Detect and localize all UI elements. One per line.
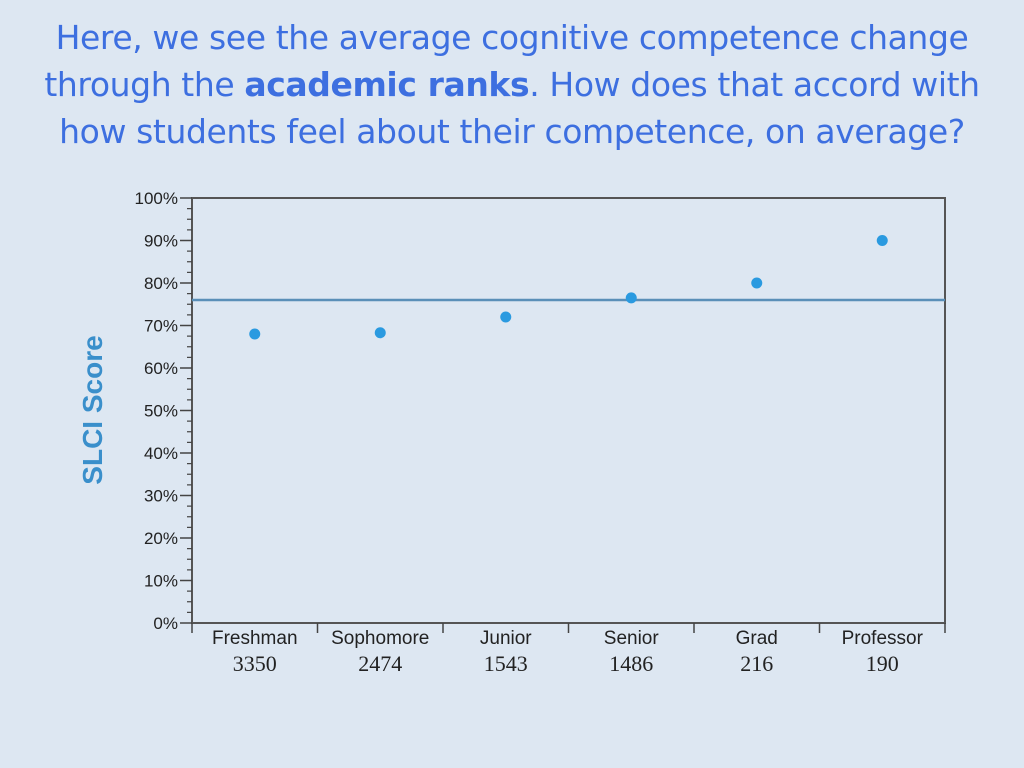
x-category-label: Sophomore	[331, 628, 429, 649]
x-category-count: 216	[740, 651, 773, 676]
y-tick-label: 60%	[144, 359, 178, 378]
x-category-label: Junior	[480, 628, 532, 649]
x-category-count: 1543	[484, 651, 528, 676]
y-tick-label: 40%	[144, 444, 178, 463]
x-category-label: Professor	[842, 628, 924, 649]
data-point	[876, 235, 888, 246]
chart-axes	[191, 197, 946, 624]
x-category-count: 1486	[609, 651, 653, 676]
y-tick-label: 80%	[144, 274, 178, 293]
x-category-count: 190	[866, 651, 899, 676]
x-category-count: 2474	[358, 651, 402, 676]
x-category-label: Freshman	[212, 628, 298, 649]
y-tick-label: 10%	[144, 572, 178, 591]
y-tick-label: 20%	[144, 529, 178, 548]
y-tick-label: 0%	[153, 614, 178, 633]
y-tick-label: 50%	[144, 402, 178, 421]
plot-frame	[191, 197, 946, 624]
heading-text-end: . How does that accord with how students…	[59, 65, 980, 151]
y-tick-label: 100%	[135, 189, 178, 208]
x-category-label: Grad	[736, 628, 778, 649]
data-point	[374, 327, 386, 339]
y-tick-label: 90%	[144, 232, 178, 251]
data-points	[249, 235, 888, 340]
data-point	[625, 292, 637, 304]
slide-heading: Here, we see the average cognitive compe…	[20, 14, 1004, 155]
x-category-label: Senior	[604, 628, 660, 649]
heading-text-start: Here, we see the average cognitive compe…	[44, 18, 969, 104]
data-point	[751, 277, 763, 289]
y-axis-ticks: 0% 10% 20% 30% 40% 50% 60% 70% 80% 90% 100%	[135, 189, 192, 633]
x-category-count: 3350	[233, 651, 277, 676]
y-axis-label: SLCI Score	[77, 335, 108, 484]
heading-emphasis: academic ranks	[244, 65, 530, 104]
y-tick-label: 30%	[144, 487, 178, 506]
data-point	[249, 328, 261, 340]
y-tick-label: 70%	[144, 317, 178, 336]
data-point	[500, 311, 512, 323]
